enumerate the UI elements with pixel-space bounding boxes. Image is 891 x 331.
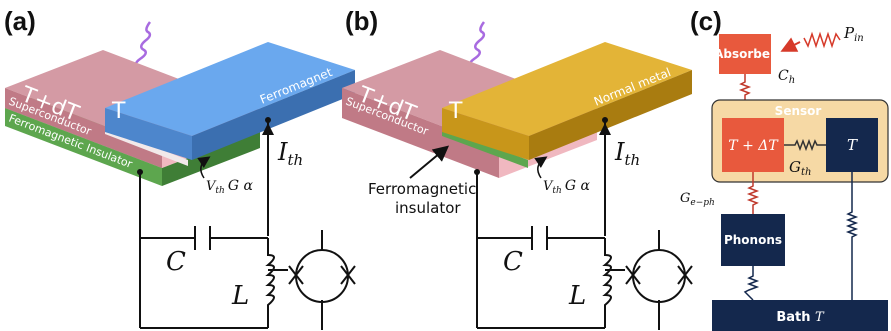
inductor-coil-icon <box>265 238 275 328</box>
absorber-coupling-resistor-icon <box>738 74 752 100</box>
josephson-junction-cross-left <box>288 265 304 285</box>
sensor-ref-block <box>826 118 878 172</box>
bath-label: Bath T <box>776 310 825 325</box>
josephson-junction-cross-right <box>677 265 693 285</box>
sensor-label: Sensor <box>775 104 822 118</box>
thermal-link-resistor-icon <box>784 138 826 152</box>
circuit-wires <box>476 120 606 329</box>
thermal-conductance-label: Gth <box>789 158 811 178</box>
electron-phonon-resistor-icon <box>746 172 760 214</box>
absorber-block <box>719 34 771 74</box>
reference-bath-resistor-icon <box>845 172 859 300</box>
response-voltage-symbol: Vth G α <box>543 178 590 196</box>
squid-loop <box>632 249 686 303</box>
ferromagnet-side <box>192 70 355 160</box>
power-wave-icon <box>803 31 841 49</box>
ferromagnet-temperature-label: T <box>111 99 126 124</box>
thermoelectric-arrow-icon <box>197 156 211 179</box>
inductor-coil-icon <box>602 238 612 328</box>
josephson-loop-icon <box>605 230 660 330</box>
bath-block <box>712 300 888 331</box>
insulator-callout-arrow-icon <box>409 145 450 179</box>
phonon-bath-resistor-icon <box>743 266 760 301</box>
phonons-block <box>721 214 785 266</box>
panel-b: (b) T+dT Superconductor T Normal metal F… <box>342 6 693 330</box>
insulator-callout-line1: Ferromagnetic <box>368 180 476 198</box>
ferromagnetic-insulator-front <box>5 108 162 186</box>
insulator-callout-line2: insulator <box>395 199 461 217</box>
panel-b-label: (b) <box>345 6 378 36</box>
normal-metal-temperature-label: T <box>448 99 463 124</box>
josephson-junction-cross-left <box>625 265 641 285</box>
thermal-current-label: Ith <box>614 138 640 169</box>
absorber-label: Absorber <box>714 47 776 61</box>
response-voltage-symbol: Vth G α <box>206 178 253 196</box>
capacitor-label: C <box>166 247 186 277</box>
capacitor-label: C <box>503 247 523 277</box>
heat-capacity-label: Ch <box>778 68 795 86</box>
superconductor-front <box>342 88 499 178</box>
panel-c-label: (c) <box>690 6 722 36</box>
sensor-hot-block <box>722 118 784 172</box>
thermoelectric-arrow-icon <box>534 156 548 179</box>
ferromagnetic-insulator-side <box>162 130 260 186</box>
inductor-label: L <box>231 281 249 311</box>
power-arrow-icon <box>780 37 801 52</box>
superconductor-front <box>5 88 162 168</box>
input-power-label: Pin <box>843 24 864 44</box>
panel-c: (c) Absorber Ch Pin Sensor T + ΔT T Gth … <box>680 6 889 331</box>
normal-metal-side <box>529 70 692 160</box>
panel-a-label: (a) <box>4 6 36 36</box>
sensor-hot-label: T + ΔT <box>728 138 779 154</box>
circuit-wires <box>139 120 269 329</box>
electron-phonon-label: Ge−ph <box>680 191 715 208</box>
josephson-junction-cross-right <box>340 265 356 285</box>
phonons-label: Phonons <box>724 233 782 247</box>
squid-loop <box>295 249 349 303</box>
inductor-label: L <box>568 281 586 311</box>
ferromagnet-front <box>105 108 192 160</box>
josephson-loop-icon <box>268 230 323 330</box>
panel-a: (a) T+dT Superconductor Ferromagnetic In… <box>4 6 356 330</box>
normal-metal-front <box>442 108 529 160</box>
sensor-ref-label: T <box>847 136 858 154</box>
normal-metal-top <box>442 42 692 136</box>
thermal-current-label: Ith <box>277 138 303 169</box>
ferromagnet-top <box>105 42 355 136</box>
